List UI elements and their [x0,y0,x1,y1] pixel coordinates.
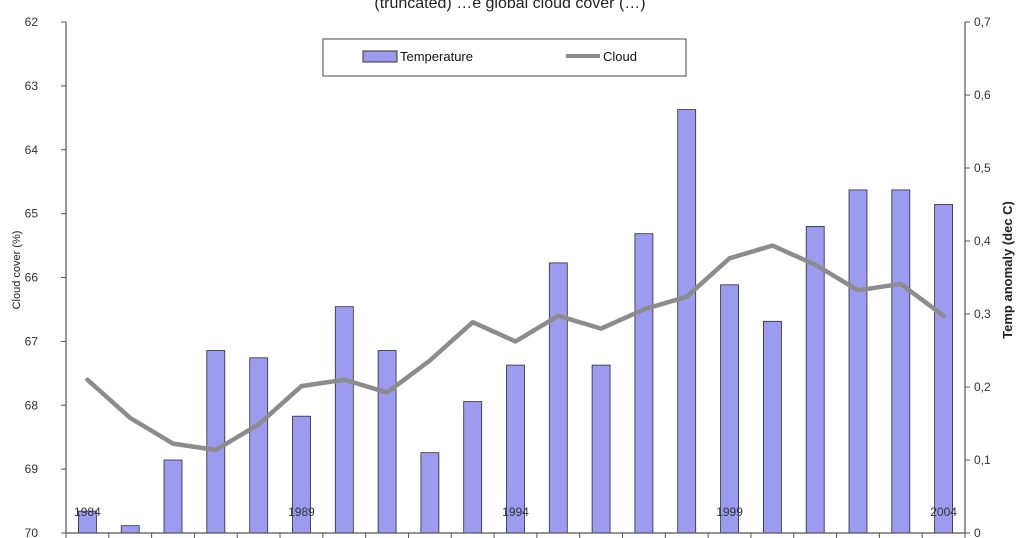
y-right-tick-label-0,1: 0,1 [974,453,991,467]
y-right-tick-label-0,5: 0,5 [974,161,991,175]
chart-title: (truncated) …e global cloud cover (…) [374,0,645,12]
y-left-tick-label-64: 64 [25,143,39,157]
x-label-1984: 1984 [74,505,101,519]
temperature-bar-1987 [206,350,226,534]
x-label-2004: 2004 [930,505,957,519]
legend: Temperature Cloud [322,38,687,77]
y-right-tick-label-0,3: 0,3 [974,307,991,321]
temperature-bar-2003 [891,189,911,534]
y-right-tick-label-0,7: 0,7 [974,15,991,29]
legend-swatch-temperature [362,50,398,63]
temperature-bar-1985 [120,525,140,534]
y-axis-left-title: Cloud cover (%) [11,231,23,310]
y-right-tick-label-0,4: 0,4 [974,234,991,248]
temperature-bar-1990 [334,306,354,534]
y-left-tick-label-62: 62 [25,15,39,29]
y-left-tick-label-67: 67 [25,334,39,348]
temperature-bar-1998 [677,109,697,534]
temperature-bar-1992 [420,452,440,534]
axes-layer: 62 63 64 65 66 67 68 69 70 0 0,1 0,2 0,3 0,4 0,5 0,6 0,7… [25,15,991,538]
y-left-tick-label-68: 68 [25,398,39,412]
cloud-line [85,243,946,453]
temperature-bar-1995 [548,262,568,534]
y-left-tick-label-65: 65 [25,207,39,221]
temperature-bar-1991 [377,350,397,534]
y-left-tick-label-66: 66 [25,271,39,285]
temperature-bar-2001 [805,225,825,534]
temperature-bar-1986 [163,459,183,534]
temperature-bar-1996 [591,364,611,534]
y-left-tick-label-70: 70 [25,526,39,538]
x-label-1999: 1999 [716,505,743,519]
x-label-1989: 1989 [288,505,315,519]
line-layer [85,243,946,453]
temperature-bar-1993 [463,401,483,534]
y-axis-right-title: Temp anomaly (dec C) [1000,201,1015,339]
temperature-bar-2002 [848,189,868,534]
legend-label-cloud: Cloud [603,49,637,64]
temperature-bar-2000 [763,320,782,534]
temperature-bar-2004 [934,204,953,534]
y-left-tick-label-69: 69 [25,462,39,476]
y-right-tick-label-0,6: 0,6 [974,88,991,102]
y-right-tick-label-0,2: 0,2 [974,380,991,394]
temperature-bar-1999 [720,284,739,534]
legend-label-temperature: Temperature [400,49,473,64]
y-left-tick-label-63: 63 [25,79,39,93]
bars-layer [78,109,953,534]
temperature-bar-1997 [634,233,654,534]
temperature-bar-1988 [249,357,269,534]
y-right-tick-label-0: 0 [974,526,981,538]
x-label-1994: 1994 [502,505,529,519]
